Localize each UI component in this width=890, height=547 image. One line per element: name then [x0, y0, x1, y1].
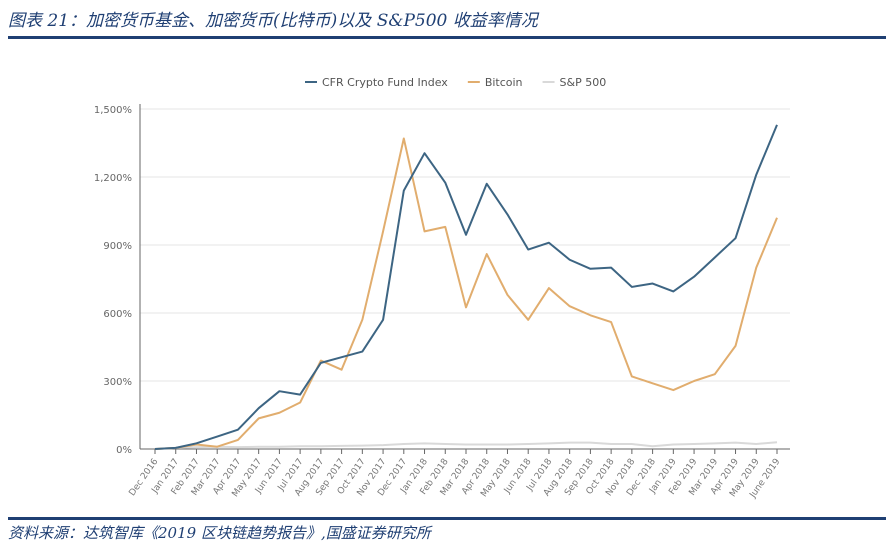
series-line-s-p-500 — [154, 441, 778, 450]
y-tick-label: 1,200% — [94, 173, 132, 184]
series-line-bitcoin — [154, 137, 778, 450]
legend-label: S&P 500 — [560, 76, 607, 89]
y-tick-label: 1,500% — [94, 105, 132, 116]
series-line-cfr-crypto-fund-index — [154, 124, 778, 450]
header-divider — [8, 36, 886, 39]
legend-label: Bitcoin — [485, 76, 523, 89]
y-tick-label: 300% — [103, 377, 132, 388]
footer-divider — [8, 517, 886, 520]
y-tick-label: 0% — [116, 445, 132, 456]
y-tick-label: 600% — [103, 309, 132, 320]
y-tick-label: 900% — [103, 241, 132, 252]
figure-title: 图表 21：加密货币基金、加密货币(比特币)以及 S&P500 收益率情况 — [8, 11, 538, 31]
legend-label: CFR Crypto Fund Index — [322, 76, 448, 89]
source-note: 资料来源：达筑智库《2019 区块链趋势报告》,国盛证券研究所 — [8, 524, 431, 542]
